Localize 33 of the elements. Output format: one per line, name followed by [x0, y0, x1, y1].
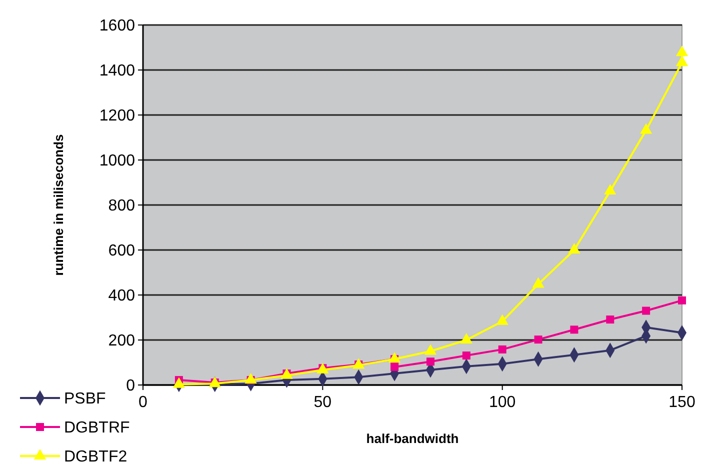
point [640, 123, 652, 134]
x-tick-label: 0 [138, 394, 148, 411]
point [390, 363, 399, 371]
y-tick-label: 1200 [99, 108, 136, 125]
point [532, 277, 544, 288]
legend-label: DGBTF2 [64, 448, 128, 466]
x-axis-title: half-bandwidth [366, 431, 459, 446]
y-tick-label: 0 [126, 378, 136, 395]
y-tick-label: 800 [108, 198, 136, 215]
point [534, 336, 542, 344]
point [678, 296, 686, 304]
point [676, 56, 688, 66]
y-tick-label: 1400 [99, 62, 136, 80]
point [676, 46, 688, 56]
y-tick-label: 1600 [99, 18, 136, 35]
x-tick-label: 50 [314, 394, 332, 411]
legend-label: DGBTRF [64, 420, 130, 437]
y-tick-label: 600 [108, 242, 136, 260]
point [570, 326, 578, 334]
legend-label: PSBF [64, 390, 106, 408]
point [462, 352, 470, 360]
point [642, 306, 650, 315]
x-tick-label: 100 [488, 394, 516, 411]
point [568, 242, 580, 254]
point [606, 316, 614, 324]
point [498, 345, 506, 354]
y-axis-title: runtime in miliseconds [51, 134, 66, 276]
point [604, 184, 616, 195]
x-tick-label: 150 [668, 394, 696, 411]
y-tick-label: 400 [108, 288, 136, 305]
y-tick-label: 200 [108, 332, 136, 350]
point [426, 358, 434, 366]
y-tick-label: 1000 [99, 152, 136, 170]
